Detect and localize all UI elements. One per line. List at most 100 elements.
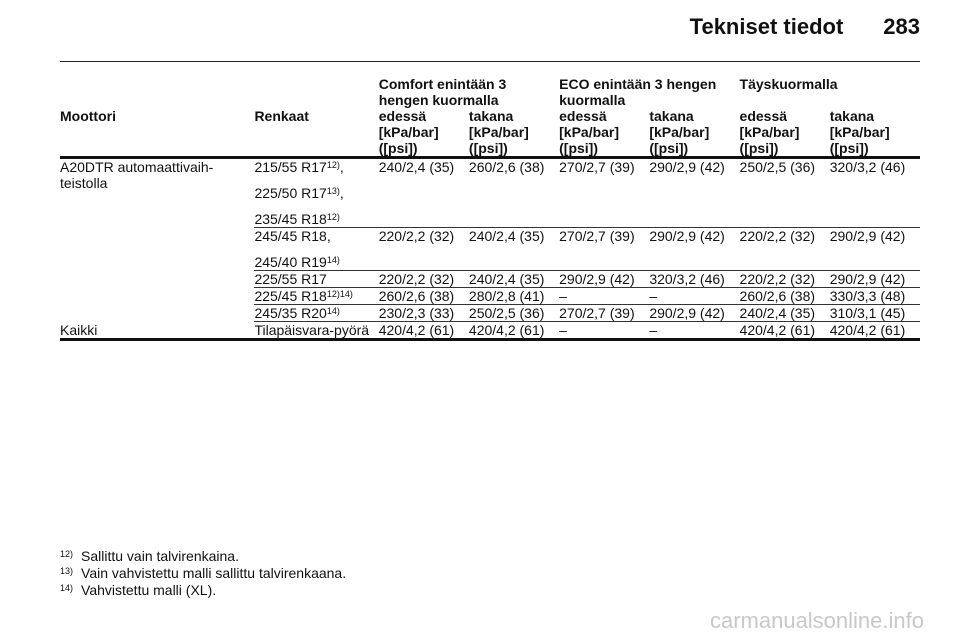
engine-cell xyxy=(60,227,255,271)
tyre-cell: 215/55 R1712), 225/50 R1713), 235/45 R1812… xyxy=(254,158,378,228)
tyre-size: 245/35 R2014) xyxy=(254,305,340,321)
tyre-size: 215/55 R1712), xyxy=(254,159,344,175)
pressure-value: 220/2,2 (32) xyxy=(739,271,816,287)
table-row: Kaikki Tilapäisvara-pyörä 420/4,2 (61) 420/… xyxy=(60,322,920,340)
footnote-mark: 14) xyxy=(60,583,74,593)
footnote-text: Sallittu vain talvirenkaina. xyxy=(81,548,239,564)
pressure-value: 290/2,9 (42) xyxy=(829,271,906,287)
pressure-value: – xyxy=(649,322,658,338)
footnote: 12) Sallittu vain talvirenkaina. xyxy=(60,548,346,565)
tyre-size: 235/45 R1812) xyxy=(254,211,340,227)
footnotes: 12) Sallittu vain talvirenkaina. 13) Vain v… xyxy=(60,548,346,599)
tyre-size: Tilapäisvara-pyörä xyxy=(254,322,370,338)
pressure-value: 240/2,4 (35) xyxy=(378,159,455,175)
pressure-value: – xyxy=(559,322,567,338)
engine-cell xyxy=(60,287,255,305)
table-row: 225/55 R17 220/2,2 (32) 240/2,4 (35) 290/2,… xyxy=(60,270,920,288)
pressure-value: 310/3,1 (45) xyxy=(829,305,906,321)
engine-cell: Kaikki xyxy=(60,322,98,338)
header-tyres: Renkaat xyxy=(254,108,309,124)
header-rear: takana xyxy=(649,108,694,124)
tyre-size: 245/45 R18, xyxy=(254,228,331,244)
header-unit: [kPa/bar] ([psi]) xyxy=(829,124,890,156)
group-eco: ECO enintään 3 hengen kuormalla xyxy=(559,76,717,108)
pressure-value: 290/2,9 (42) xyxy=(829,228,906,244)
pressure-value: 290/2,9 (42) xyxy=(559,271,635,287)
footnote-ref: 12) xyxy=(326,212,340,222)
header-rear: takana xyxy=(468,108,514,124)
header-engine: Moottori xyxy=(60,108,116,124)
pressure-value: 420/4,2 (61) xyxy=(378,322,455,338)
unit-header-row: [kPa/bar] ([psi]) [kPa/bar] ([psi]) [kPa… xyxy=(60,124,920,158)
footnote-ref: 14) xyxy=(326,255,340,265)
pressure-value: 240/2,4 (35) xyxy=(739,305,816,321)
pressure-value: 270/2,7 (39) xyxy=(559,228,635,244)
table-row: A20DTR automaattivaih-teistolla 215/55 R1… xyxy=(60,157,920,228)
tyre-cell: 245/45 R18, 245/40 R1914) xyxy=(254,228,378,271)
pressure-value: 420/4,2 (61) xyxy=(739,322,816,338)
pressure-value: 290/2,9 (42) xyxy=(649,305,725,321)
pressure-value: 420/4,2 (61) xyxy=(829,322,906,338)
table-body: A20DTR automaattivaih-teistolla 215/55 R1… xyxy=(60,157,920,340)
header-front: edessä xyxy=(378,108,427,124)
header-unit: [kPa/bar] ([psi]) xyxy=(378,124,439,156)
footnote: 13) Vain vahvistettu malli sallittu talvi… xyxy=(60,565,346,582)
tyre-size: 245/40 R1914) xyxy=(254,254,340,270)
pressure-value: 420/4,2 (61) xyxy=(468,322,545,338)
header-unit: [kPa/bar] ([psi]) xyxy=(739,124,800,156)
engine-cell: A20DTR automaattivaih-teistolla xyxy=(60,157,255,228)
pressure-value: 230/2,3 (33) xyxy=(378,305,455,321)
header-unit: [kPa/bar] ([psi]) xyxy=(468,124,529,156)
pressure-value: 260/2,6 (38) xyxy=(378,288,455,304)
engine-cell xyxy=(60,304,255,322)
pressure-value: 290/2,9 (42) xyxy=(649,228,725,244)
footnote-mark: 13) xyxy=(60,566,74,576)
pressure-value: 240/2,4 (35) xyxy=(468,271,545,287)
pressure-value: 270/2,7 (39) xyxy=(559,159,635,175)
pressure-value: 260/2,6 (38) xyxy=(468,159,545,175)
footnote-text: Vahvistettu malli (XL). xyxy=(81,582,217,598)
pressure-value: 240/2,4 (35) xyxy=(468,228,545,244)
tyre-cell: 225/45 R1812)14) xyxy=(254,288,378,305)
header-unit: [kPa/bar] ([psi]) xyxy=(559,124,620,156)
section-title: Tekniset tiedot xyxy=(689,14,844,39)
pressure-value: – xyxy=(559,288,567,304)
tyre-cell: Tilapäisvara-pyörä xyxy=(254,322,378,340)
page-header: Tekniset tiedot 283 xyxy=(60,14,920,40)
group-header-row: Comfort enintään 3 hengen kuormalla ECO … xyxy=(60,76,920,108)
pressure-value: 330/3,3 (48) xyxy=(829,288,906,304)
tyre-cell: 245/35 R2014) xyxy=(254,305,378,322)
header-unit: [kPa/bar] ([psi]) xyxy=(649,124,710,156)
watermark: carmanualsonline.info xyxy=(709,608,924,633)
pressure-value: 320/3,2 (46) xyxy=(829,159,906,175)
pressure-value: 250/2,5 (36) xyxy=(468,305,545,321)
table-row: 225/45 R1812)14) 260/2,6 (38) 280/2,8 (41)… xyxy=(60,287,920,305)
tyre-size: 225/45 R1812)14) xyxy=(254,288,353,304)
tyre-size: 225/50 R1713), xyxy=(254,185,344,201)
axle-header-row: Moottori Renkaat edessä takana edessä ta… xyxy=(60,108,920,124)
pressure-value: 250/2,5 (36) xyxy=(739,159,816,175)
header-rule xyxy=(60,61,920,62)
header-rear: takana xyxy=(829,108,875,124)
table-row: 245/45 R18, 245/40 R1914) 220/2,2 (32) 240/… xyxy=(60,227,920,271)
pressure-value: – xyxy=(649,288,658,304)
tyre-cell: 225/55 R17 xyxy=(254,271,378,288)
footnote: 14) Vahvistettu malli (XL). xyxy=(60,582,346,599)
pressure-value: 280/2,8 (41) xyxy=(468,288,545,304)
footnote-text: Vain vahvistettu malli sallittu talviren… xyxy=(81,565,347,581)
group-comfort: Comfort enintään 3 hengen kuormalla xyxy=(378,76,507,108)
header-front: edessä xyxy=(559,108,607,124)
pressure-value: 290/2,9 (42) xyxy=(649,159,725,175)
footnote-ref: 12) xyxy=(326,160,340,170)
footnote-mark: 12) xyxy=(60,549,74,559)
table-row: 245/35 R2014) 230/2,3 (33) 250/2,5 (36) 270… xyxy=(60,304,920,322)
tyre-pressure-table: Comfort enintään 3 hengen kuormalla ECO … xyxy=(60,76,920,341)
pressure-value: 220/2,2 (32) xyxy=(378,228,455,244)
engine-cell xyxy=(60,270,255,288)
footnote-ref: 14) xyxy=(326,306,340,316)
footnote-ref: 13) xyxy=(326,186,340,196)
tyre-size: 225/55 R17 xyxy=(254,271,327,287)
pressure-value: 260/2,6 (38) xyxy=(739,288,816,304)
header-front: edessä xyxy=(739,108,788,124)
page-number: 283 xyxy=(883,14,920,39)
